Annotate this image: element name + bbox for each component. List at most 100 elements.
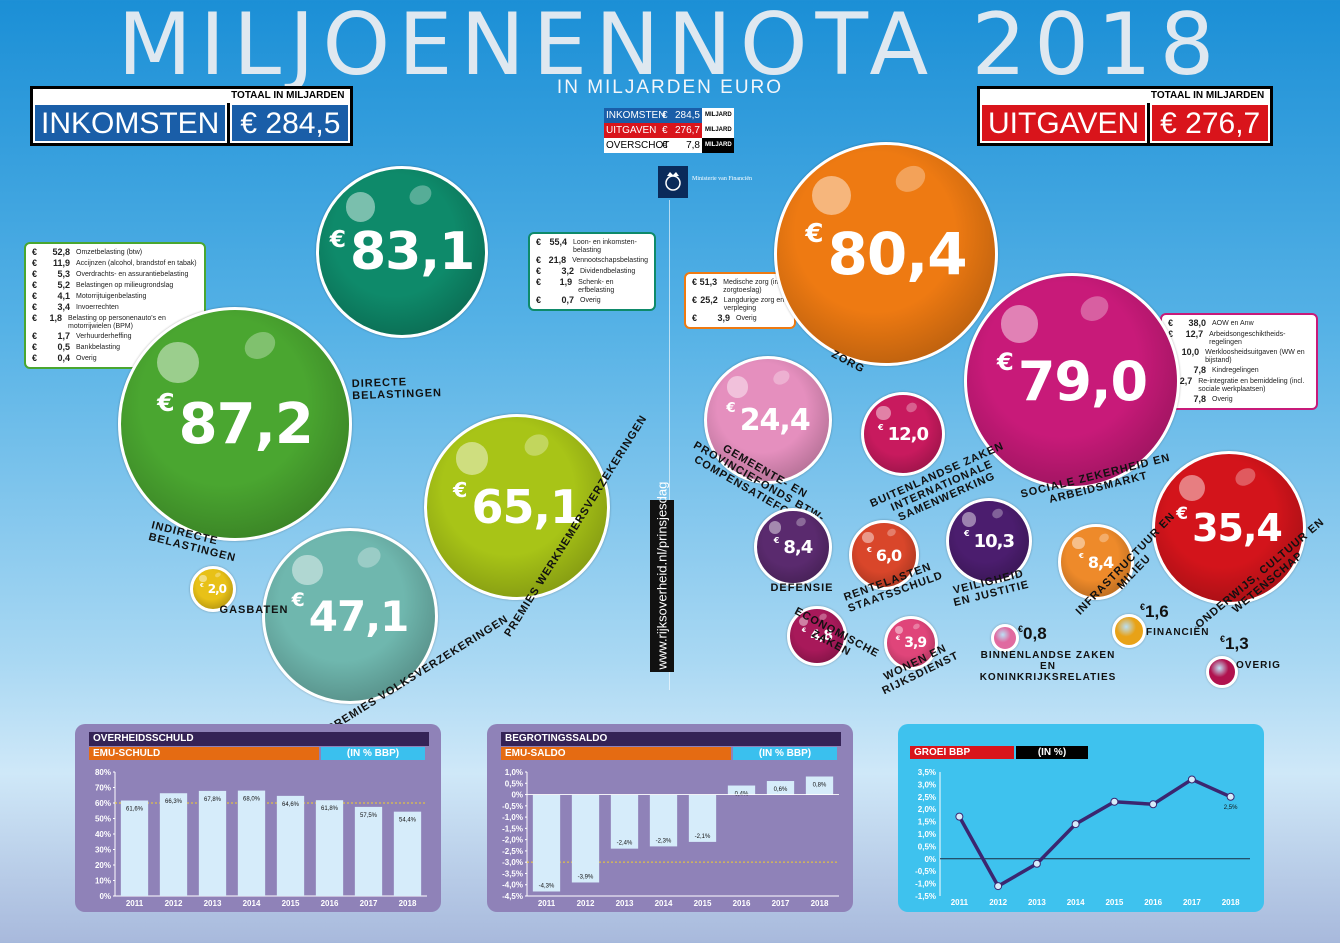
bubble-buitenland[interactable]: € 12,0: [861, 392, 945, 476]
y-tick-label: 40%: [95, 830, 111, 839]
spend-name: UITGAVEN: [980, 103, 1148, 143]
bubble-gas[interactable]: € 2,0: [190, 566, 236, 612]
bar: [393, 811, 422, 896]
bar: [237, 790, 266, 896]
bar-value-label: -2,1%: [695, 834, 711, 840]
detail-row: €1,9 Schenk- en erfbelasting: [536, 277, 648, 295]
bubble-euro: €: [453, 478, 468, 503]
small-amount: 1,6: [1145, 602, 1169, 621]
bubble-defensie[interactable]: € 8,4: [754, 508, 832, 586]
bubble-value: 24,4: [739, 402, 811, 438]
detail-euro: €: [536, 295, 542, 305]
summary-euro: €: [662, 140, 668, 151]
x-tick-label: 2013: [616, 899, 634, 908]
bubble-indirecte[interactable]: € 87,2: [118, 307, 352, 541]
y-tick-label: 0%: [511, 791, 523, 800]
detail-amount: 51,3: [699, 277, 718, 287]
detail-text: Overig: [736, 315, 757, 322]
bubble-overig[interactable]: [1206, 656, 1238, 688]
bubble-gemeente[interactable]: € 24,4: [704, 356, 832, 484]
bubble-value: 2,0: [207, 582, 227, 596]
y-tick-label: -3,5%: [502, 869, 523, 878]
detail-text: Verhuurderheffing: [76, 333, 132, 340]
bar: [198, 790, 227, 896]
point-value-label: 2,5%: [1224, 805, 1238, 811]
bar-value-label: 64,6%: [282, 802, 300, 808]
detail-row: €51,3 Medische zorg (incl. zorgtoeslag): [692, 277, 788, 295]
bubble-directe[interactable]: € 83,1: [316, 166, 488, 338]
bubble-value: 83,1: [349, 222, 475, 282]
bubble-value: 35,4: [1192, 506, 1283, 550]
bubble-wonen[interactable]: € 3,9: [884, 616, 938, 670]
detail-euro: €: [692, 277, 698, 287]
detail-amount: 3,4: [57, 302, 70, 312]
bubble-onderwijs[interactable]: € 35,4: [1152, 451, 1306, 605]
detail-row: €52,8 Omzetbelasting (btw): [32, 247, 198, 258]
bubble-value: 80,4: [827, 220, 968, 288]
x-tick-label: 2013: [204, 899, 222, 908]
small-euro: €: [1140, 602, 1146, 612]
bubble-financien[interactable]: [1112, 614, 1146, 648]
bar-value-label: -2,3%: [656, 838, 672, 844]
social-security-detail-box: €38,0 AOW en Anw €12,7 Arbeidsongeschikthei…: [1160, 313, 1318, 410]
data-point: [1110, 797, 1119, 806]
summary-row-income: INKOMSTEN € 284,5 MILJARD: [604, 108, 734, 123]
bar: [805, 776, 834, 795]
small-value-overig: €1,3: [1220, 634, 1249, 654]
detail-row: €1,8 Belasting op personenauto's en motor…: [32, 313, 198, 331]
y-tick-label: -1,5%: [915, 892, 936, 901]
bubble-sociale[interactable]: € 79,0: [964, 273, 1180, 489]
income-total-label: TOTAAL IN MILJARDEN: [33, 89, 351, 103]
summary-unit: MILJARD: [702, 138, 734, 153]
url-banner[interactable]: www.rijksoverheid.nl/prinsjesdag: [650, 482, 674, 672]
debt-bar-chart: 80% 70% 60% 50% 40% 30% 20% 10% 0% 61,6% 2011 66,3%…: [95, 768, 427, 908]
detail-text: Arbeidsongeschiktheids-regelingen: [1209, 331, 1286, 346]
detail-text: Omzetbelasting (btw): [76, 249, 143, 256]
bubble-werknemers[interactable]: € 65,1: [424, 414, 610, 600]
bar-value-label: 67,8%: [204, 797, 222, 803]
detail-row: €4,1 Motorrijtuigenbelasting: [32, 291, 198, 302]
spend-total-label: TOTAAL IN MILJARDEN: [980, 89, 1271, 103]
detail-text: Werkloosheidsuitgaven (WW en bijstand): [1205, 349, 1305, 364]
bubble-volks[interactable]: € 47,1: [262, 528, 438, 704]
x-tick-label: 2018: [811, 899, 829, 908]
y-tick-label: -4,5%: [502, 892, 523, 901]
bubble-euro: €: [877, 421, 884, 432]
detail-row: €1,7 Verhuurderheffing: [32, 331, 198, 342]
detail-row: €0,5 Bankbelasting: [32, 342, 198, 353]
detail-text: Overdrachts- en assurantiebelasting: [76, 271, 189, 278]
detail-row: €0,4 Overig: [32, 353, 198, 364]
y-tick-label: -4,0%: [502, 881, 523, 890]
detail-text: Motorrijtuigenbelasting: [76, 293, 147, 300]
gdp-line-chart: 3,5% 3,0% 2,5% 2,0% 1,5% 1,0% 0,5% 0% -0,5% -1,0%…: [915, 768, 1250, 907]
x-tick-label: 2015: [282, 899, 300, 908]
gdp-chart-title: GROEI BBP: [910, 746, 1014, 759]
bubble-binnenland[interactable]: [991, 624, 1019, 652]
detail-row: €3,9 Overig: [692, 313, 788, 324]
bubble-infra[interactable]: € 8,4: [1058, 524, 1134, 600]
bubble-zorg[interactable]: € 80,4: [774, 142, 998, 366]
bubble-euro: €: [963, 528, 970, 539]
detail-text: Belastingen op milieugrondslag: [76, 282, 174, 289]
bubble-rente[interactable]: € 6,0: [849, 520, 919, 590]
summary-unit: MILJARD: [702, 108, 734, 123]
bubble-euro: €: [773, 535, 780, 546]
y-tick-label: -0,5%: [502, 802, 523, 811]
small-value-binnenland: €0,8: [1018, 624, 1047, 644]
bubble-veiligheid[interactable]: € 10,3: [946, 498, 1032, 584]
x-tick-label: 2012: [989, 898, 1007, 907]
bubble-euro: €: [801, 627, 807, 635]
bubble-value: 8,4: [783, 536, 813, 558]
x-tick-label: 2012: [577, 899, 595, 908]
summary-value: 7,8: [686, 140, 700, 151]
bar-value-label: 61,6%: [126, 807, 144, 813]
detail-row: €5,2 Belastingen op milieugrondslag: [32, 280, 198, 291]
x-tick-label: 2015: [694, 899, 712, 908]
gdp-chart-unit: (IN %): [1016, 746, 1088, 759]
x-tick-label: 2014: [243, 899, 261, 908]
bar: [727, 785, 756, 795]
bubble-euro: €: [1078, 550, 1084, 560]
bubble-econ[interactable]: € 4,8: [787, 606, 847, 666]
detail-euro: €: [32, 302, 38, 312]
detail-euro: €: [536, 237, 542, 247]
